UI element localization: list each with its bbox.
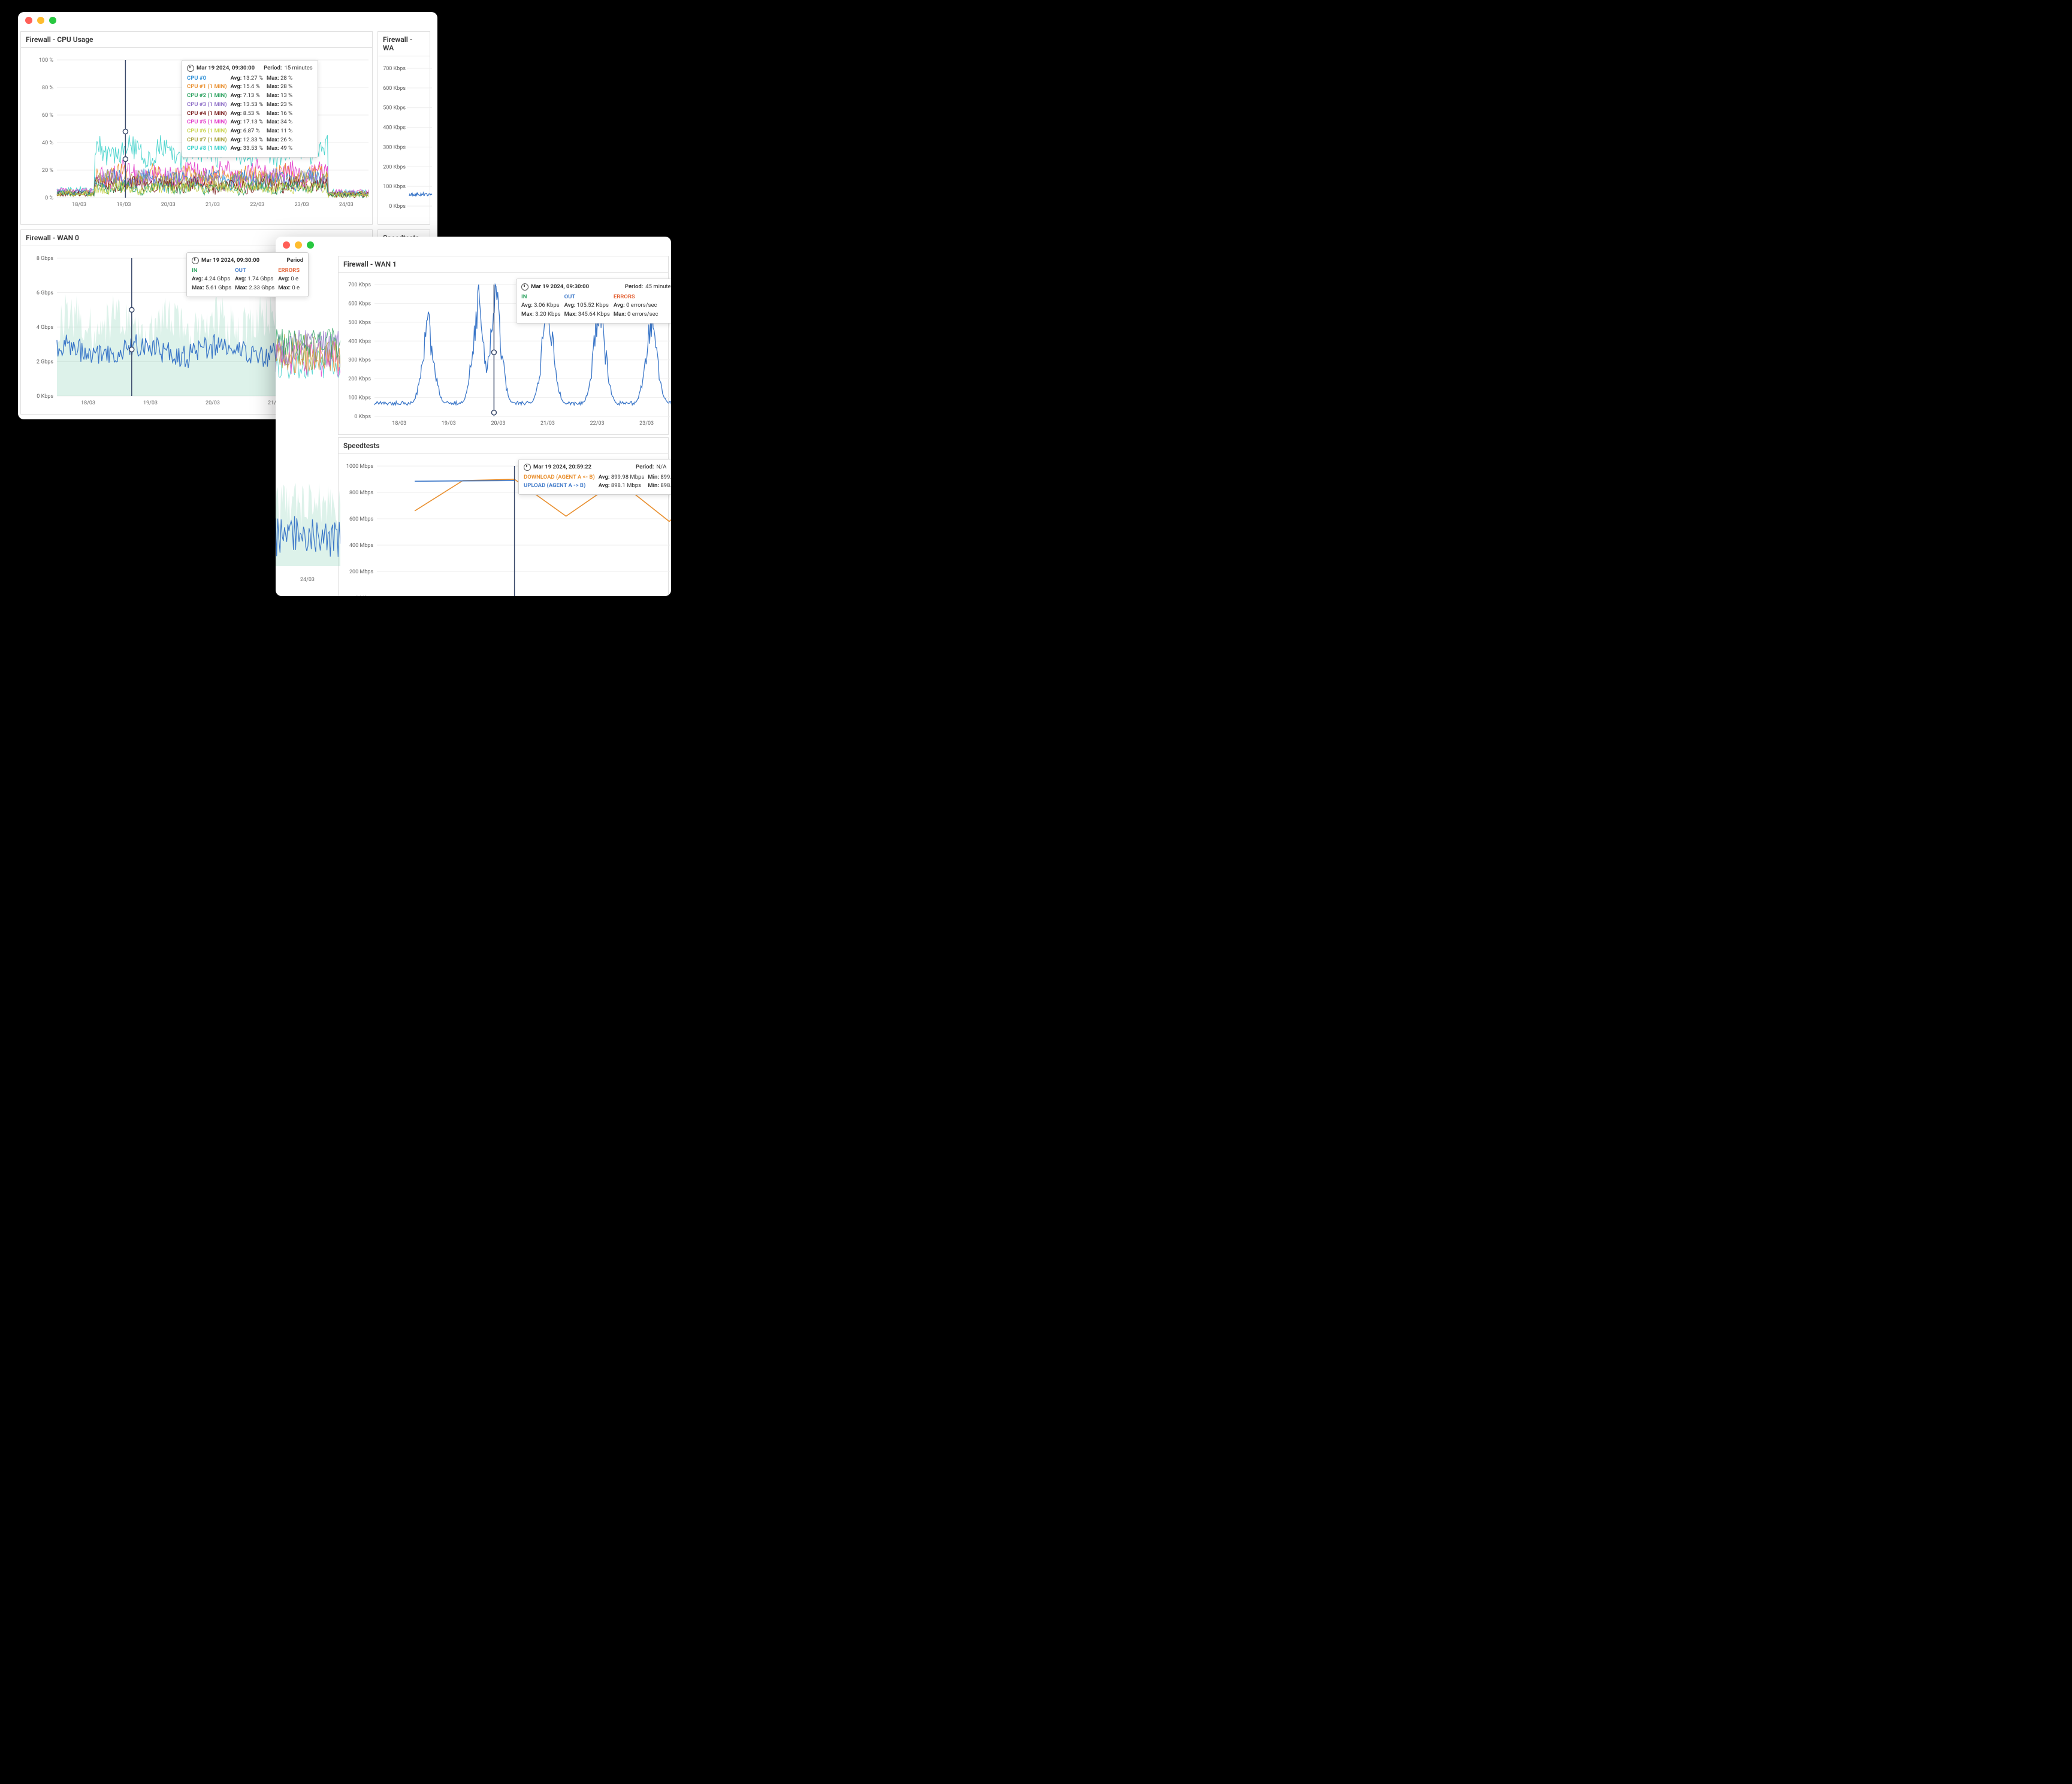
svg-text:600 Kbps: 600 Kbps	[348, 301, 371, 307]
window-titlebar	[276, 237, 671, 253]
svg-text:800 Mbps: 800 Mbps	[349, 490, 373, 496]
svg-text:20/03: 20/03	[491, 421, 505, 427]
clock-icon	[524, 464, 531, 471]
svg-text:700 Kbps: 700 Kbps	[348, 282, 371, 288]
svg-text:19/03: 19/03	[442, 421, 456, 427]
svg-text:1000 Mbps: 1000 Mbps	[346, 464, 373, 470]
svg-text:21/03: 21/03	[540, 421, 555, 427]
clock-icon	[187, 65, 194, 72]
panel-wan-partial: Firewall - WA 0 Kbps 100 Kbps 200 Kbps 300 …	[377, 31, 430, 225]
svg-text:700 Kbps: 700 Kbps	[383, 66, 406, 72]
close-icon[interactable]	[283, 241, 290, 249]
svg-text:60 %: 60 %	[42, 113, 53, 119]
svg-text:40 %: 40 %	[42, 140, 53, 146]
panel-title: Firewall - CPU Usage	[21, 32, 372, 48]
svg-text:18/03: 18/03	[392, 421, 406, 427]
svg-text:100 Kbps: 100 Kbps	[348, 395, 371, 401]
svg-text:4 Gbps: 4 Gbps	[37, 325, 54, 331]
svg-text:400 Mbps: 400 Mbps	[349, 543, 373, 549]
window-titlebar	[18, 12, 437, 29]
chart-tooltip: Mar 19 2024, 09:30:00 PeriodINOUTERRORSA…	[186, 252, 309, 297]
svg-text:18/03: 18/03	[72, 202, 86, 208]
chart-tooltip: Mar 19 2024, 20:59:22 Period: N/ADOWNLOA…	[518, 459, 671, 495]
svg-text:0 Kbps: 0 Kbps	[354, 414, 371, 420]
svg-text:8 Gbps: 8 Gbps	[37, 256, 54, 262]
svg-text:20/03: 20/03	[206, 400, 220, 406]
svg-text:300 Kbps: 300 Kbps	[383, 144, 406, 150]
svg-text:2 Gbps: 2 Gbps	[37, 359, 54, 365]
svg-text:23/03: 23/03	[295, 202, 309, 208]
dashboard-window-front: 24/03 Firewall - WAN 1 0 Kbps 100 Kbps 200…	[276, 237, 671, 596]
panel-title: Firewall - WAN 1	[339, 256, 668, 273]
panel-title: Firewall - WA	[378, 32, 430, 56]
svg-text:6 Gbps: 6 Gbps	[37, 291, 54, 297]
svg-text:0 %: 0 %	[45, 195, 53, 201]
panel-title: Speedtests	[339, 438, 668, 454]
maximize-icon[interactable]	[49, 17, 56, 24]
svg-text:200 Kbps: 200 Kbps	[383, 164, 406, 170]
svg-text:20 %: 20 %	[42, 168, 53, 174]
close-icon[interactable]	[25, 17, 32, 24]
svg-text:300 Kbps: 300 Kbps	[348, 358, 371, 364]
svg-text:500 Kbps: 500 Kbps	[348, 320, 371, 326]
svg-text:19/03: 19/03	[143, 400, 158, 406]
chart-wan-small[interactable]: 0 Kbps 100 Kbps 200 Kbps 300 Kbps 400 Kbps 50…	[378, 56, 430, 224]
clock-icon	[521, 283, 528, 291]
svg-text:24/03: 24/03	[339, 202, 354, 208]
svg-text:0 Kbps: 0 Kbps	[37, 394, 53, 400]
svg-text:0 Kbps: 0 Kbps	[389, 204, 406, 210]
maximize-icon[interactable]	[307, 241, 314, 249]
panel-speedtests: Speedtests 0 Mbps 200 Mbps 400 Mbps 600 Mbp…	[338, 437, 669, 596]
chart-tooltip: Mar 19 2024, 09:30:00 Period: 15 minutes…	[182, 60, 318, 158]
svg-text:600 Mbps: 600 Mbps	[349, 516, 373, 522]
panel-cpu-usage: Firewall - CPU Usage 0 % 20 % 40 % 60 % 80 %…	[20, 31, 373, 225]
svg-text:24/03: 24/03	[300, 577, 315, 583]
clock-icon	[192, 257, 199, 264]
svg-text:23/03: 23/03	[639, 421, 654, 427]
svg-text:200 Kbps: 200 Kbps	[348, 376, 371, 382]
svg-text:100 Kbps: 100 Kbps	[383, 184, 406, 190]
panel-wan1: Firewall - WAN 1 0 Kbps 100 Kbps 200 Kbps 3…	[338, 256, 669, 435]
chart-wan1[interactable]: 0 Kbps 100 Kbps 200 Kbps 300 Kbps 400 Kbps 50…	[339, 273, 668, 434]
chart-cpu[interactable]: 0 % 20 % 40 % 60 % 80 % 100 % 18/03 19/03 20/03 2…	[21, 48, 372, 216]
svg-text:200 Mbps: 200 Mbps	[349, 569, 373, 575]
svg-text:18/03: 18/03	[81, 400, 95, 406]
minimize-icon[interactable]	[37, 17, 44, 24]
chart-tooltip: Mar 19 2024, 09:30:00 Period: 45 minutes…	[516, 279, 671, 323]
svg-text:22/03: 22/03	[250, 202, 264, 208]
svg-text:19/03: 19/03	[116, 202, 131, 208]
svg-text:21/03: 21/03	[206, 202, 220, 208]
svg-text:600 Kbps: 600 Kbps	[383, 86, 406, 92]
minimize-icon[interactable]	[295, 241, 302, 249]
svg-text:100 %: 100 %	[39, 58, 53, 64]
svg-text:22/03: 22/03	[590, 421, 605, 427]
svg-text:400 Kbps: 400 Kbps	[348, 338, 371, 344]
chart-speed[interactable]: 0 Mbps 200 Mbps 400 Mbps 600 Mbps 800 Mbps 10…	[339, 454, 668, 596]
svg-text:500 Kbps: 500 Kbps	[383, 105, 406, 111]
svg-text:80 %: 80 %	[42, 85, 53, 91]
svg-text:20/03: 20/03	[161, 202, 176, 208]
svg-text:400 Kbps: 400 Kbps	[383, 125, 406, 131]
svg-text:0 Mbps: 0 Mbps	[355, 595, 373, 596]
